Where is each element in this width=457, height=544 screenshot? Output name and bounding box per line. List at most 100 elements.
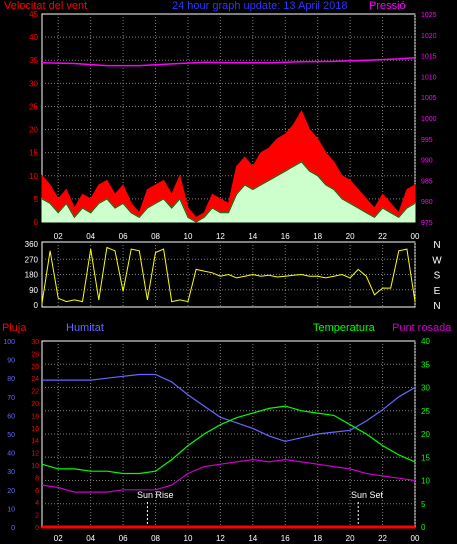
temperature-tick-label: 35 [421,360,430,369]
rain-tick-label: 12 [31,451,39,458]
rain-tick-label: 22 [31,389,39,396]
humidity-tick-label: 20 [7,488,15,495]
direction-tick-label: 180 [25,271,39,280]
axis-labels: 0510152025303540459759809859909951000100… [3,10,442,543]
wind-tick-label: 15 [29,149,38,158]
humidity-tick-label: 40 [7,451,15,458]
rain-tick-label: 10 [31,463,39,470]
humidity-tick-label: 0 [11,525,15,532]
temperature-tick-label: 0 [421,523,426,532]
compass-label: W [432,255,442,266]
series-layer [41,56,416,529]
temperature-tick-label: 15 [421,453,430,462]
climate-time-label: 20 [346,534,355,543]
wind-tick-label: 35 [29,56,38,65]
climate-time-label: 14 [248,534,257,543]
dew-point-line [41,458,416,493]
climate-time-label: 08 [151,534,160,543]
compass-label: E [434,286,441,297]
temperature-tick-label: 20 [421,430,430,439]
rain-tick-label: 26 [31,364,39,371]
pressure-tick-label: 1005 [421,95,437,102]
wind-time-label: 14 [248,232,257,241]
humidity-legend-label: Humitat [66,322,104,334]
rain-tick-label: 20 [31,401,39,408]
rain-tick-label: 28 [31,351,39,358]
wind-time-label: 08 [151,232,160,241]
wind-time-label: 06 [119,232,128,241]
rain-tick-label: 30 [31,339,39,346]
graph-title: 24 hour graph update: 13 April 2018 [172,0,348,12]
direction-tick-label: 0 [34,301,39,310]
humidity-tick-label: 30 [7,469,15,476]
grid-lines [42,14,416,527]
pressure-tick-label: 980 [421,199,433,206]
wind-time-label: 20 [346,232,355,241]
wind-time-label: 02 [54,232,63,241]
pressure-tick-label: 1025 [421,12,437,19]
pressure-tick-label: 995 [421,137,433,144]
wind-time-label: 00 [411,232,420,241]
wind-tick-label: 0 [34,218,39,227]
wind-direction-line [41,246,416,304]
sunrise-label: Sun Rise [137,490,174,500]
pressure-tick-label: 1020 [421,33,437,40]
wind-tick-label: 40 [29,33,38,42]
temperature-tick-label: 5 [421,500,426,509]
climate-time-label: 10 [184,534,193,543]
temperature-line [41,405,416,475]
compass-label: N [433,240,440,251]
wind-time-label: 04 [86,232,95,241]
pressure-line [41,56,416,67]
wind-tick-label: 10 [29,172,38,181]
rain-tick-label: 16 [31,426,39,433]
sunset-label: Sun Set [351,490,384,500]
temperature-legend-label: Temperatura [313,322,376,334]
pressure-tick-label: 975 [421,220,433,227]
climate-time-label: 02 [54,534,63,543]
temperature-tick-label: 30 [421,384,430,393]
pressure-tick-label: 990 [421,158,433,165]
pressure-tick-label: 1000 [421,116,437,123]
wind-time-label: 16 [281,232,290,241]
humidity-tick-label: 100 [3,339,15,346]
humidity-tick-label: 70 [7,395,15,402]
rain-tick-label: 18 [31,413,39,420]
direction-tick-label: 360 [25,240,39,249]
wind-tick-label: 20 [29,126,38,135]
wind-average-line [41,161,416,223]
humidity-tick-label: 50 [7,432,15,439]
climate-time-label: 16 [281,534,290,543]
temperature-tick-label: 25 [421,407,430,416]
pressure-tick-label: 1015 [421,54,437,61]
rain-tick-label: 8 [35,475,39,482]
wind-tick-label: 5 [34,195,39,204]
wind-time-label: 18 [313,232,322,241]
pressure-tick-label: 1010 [421,74,437,81]
compass-label: N [433,301,440,312]
direction-tick-label: 270 [25,255,39,264]
humidity-tick-label: 90 [7,358,15,365]
climate-time-label: 04 [86,534,95,543]
wind-speed-title: Velocitat del vent [4,0,87,12]
climate-time-label: 22 [378,534,387,543]
climate-time-label: 00 [411,534,420,543]
compass-label: S [434,271,441,282]
temperature-tick-label: 10 [421,477,430,486]
rain-tick-label: 2 [35,513,39,520]
rain-tick-label: 6 [35,488,39,495]
climate-time-label: 12 [216,534,225,543]
wind-time-label: 10 [184,232,193,241]
climate-time-label: 06 [119,534,128,543]
wind-tick-label: 30 [29,79,38,88]
rain-legend-label: Pluja [2,322,27,334]
dew-point-legend-label: Punt rosada [392,322,452,334]
wind-tick-label: 45 [29,10,38,19]
pressure-tick-label: 985 [421,178,433,185]
humidity-tick-label: 80 [7,376,15,383]
wind-time-label: 22 [378,232,387,241]
rain-tick-label: 14 [31,438,39,445]
humidity-tick-label: 60 [7,413,15,420]
rain-tick-label: 24 [31,376,39,383]
